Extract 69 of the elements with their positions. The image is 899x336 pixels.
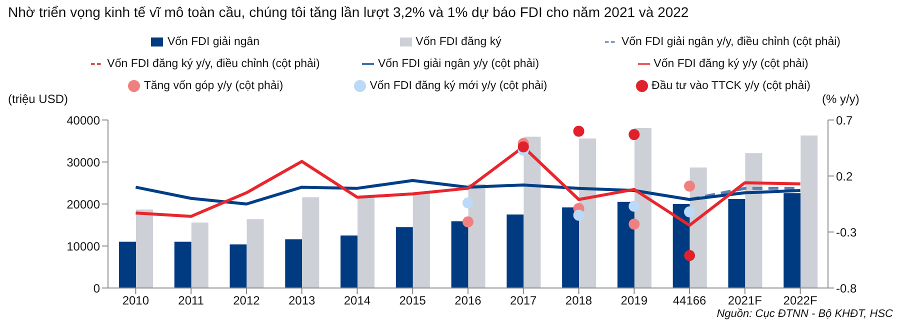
- bar: [340, 236, 358, 288]
- chart-title: Nhờ triển vọng kinh tế vĩ mô toàn cầu, chúng tôi tăng lần lượt 3,2% và 1% dự báo FDI cho năm 2021 và 2022: [8, 4, 690, 20]
- bar: [745, 153, 762, 288]
- x-tick-label: 2021F: [728, 294, 762, 308]
- legend-label: Vốn FDI giải ngân: [167, 36, 260, 48]
- legend-label: Vốn FDI giải ngân y/y (cột phải): [378, 58, 540, 70]
- point: [684, 180, 696, 192]
- bar: [412, 194, 430, 288]
- bar: [728, 198, 746, 288]
- bar: [451, 221, 468, 288]
- x-tick-label: 2018: [565, 294, 592, 308]
- legend-label: Vốn FDI đăng ký mới y/y (cột phải): [370, 80, 548, 92]
- point: [462, 197, 474, 208]
- y-tick-label: 40000: [66, 113, 100, 128]
- y2-axis-title: (% y/y): [822, 92, 860, 106]
- bar: [579, 138, 596, 288]
- bar: [396, 227, 413, 288]
- x-tick-label: 2016: [454, 294, 482, 308]
- point: [628, 218, 640, 230]
- y-tick-label: 10000: [66, 239, 100, 254]
- bar: [562, 207, 580, 288]
- point: [573, 126, 584, 137]
- x-tick-label: 2019: [620, 294, 648, 308]
- y-tick-label: 0: [93, 281, 100, 296]
- x-tick-label: 2017: [510, 294, 538, 308]
- legend-label: Tăng vốn góp y/y (cột phải): [144, 80, 284, 92]
- bar: [285, 239, 302, 288]
- bar: [524, 136, 541, 288]
- bar: [136, 209, 153, 288]
- bar: [617, 202, 634, 288]
- point: [462, 216, 474, 228]
- x-tick-label: 2014: [344, 294, 371, 308]
- legend-label: Đầu tư vào TTCK y/y (cột phải): [652, 80, 810, 92]
- bar: [800, 136, 818, 288]
- point: [628, 200, 640, 212]
- bar: [302, 197, 320, 288]
- point: [684, 206, 696, 218]
- point: [518, 141, 529, 152]
- y2-tick-label: 0.7: [836, 113, 854, 128]
- point: [573, 210, 584, 221]
- y-axis-title: (triệu USD): [8, 92, 68, 106]
- y2-tick-label: 0.2: [836, 169, 854, 184]
- legend-label: Vốn FDI đăng ký y/y (cột phải): [654, 58, 808, 70]
- bar: [230, 244, 247, 288]
- bar: [634, 128, 652, 288]
- bar: [506, 214, 524, 288]
- x-tick-label: 2012: [233, 294, 260, 308]
- point: [684, 250, 696, 262]
- x-tick-label: 2022F: [783, 294, 818, 308]
- x-tick-label: 2015: [399, 294, 426, 308]
- bar: [174, 242, 192, 288]
- x-tick-label: 2013: [288, 294, 316, 308]
- bar: [468, 184, 486, 288]
- bar: [119, 242, 136, 288]
- legend-label: Vốn FDI đăng ký y/y, điều chỉnh (cột phải): [107, 58, 320, 70]
- bar: [246, 219, 264, 288]
- point: [628, 129, 640, 140]
- y-tick-label: 20000: [66, 197, 100, 212]
- legend-label: Vốn FDI đăng ký: [416, 36, 502, 48]
- bar: [358, 196, 375, 288]
- bar: [191, 222, 208, 288]
- y2-tick-label: -0.3: [836, 225, 858, 240]
- x-tick-label: 2010: [122, 294, 150, 308]
- x-tick-label: 44166: [672, 294, 707, 308]
- legend-label: Vốn FDI giải ngân y/y, điều chỉnh (cột phải): [621, 36, 841, 48]
- y-tick-label: 30000: [66, 155, 100, 170]
- text: Nguồn: Cục ĐTNN - Bộ KHĐT, HSC: [716, 308, 893, 320]
- y2-tick-label: -0.8: [836, 281, 858, 296]
- x-tick-label: 2011: [178, 294, 204, 308]
